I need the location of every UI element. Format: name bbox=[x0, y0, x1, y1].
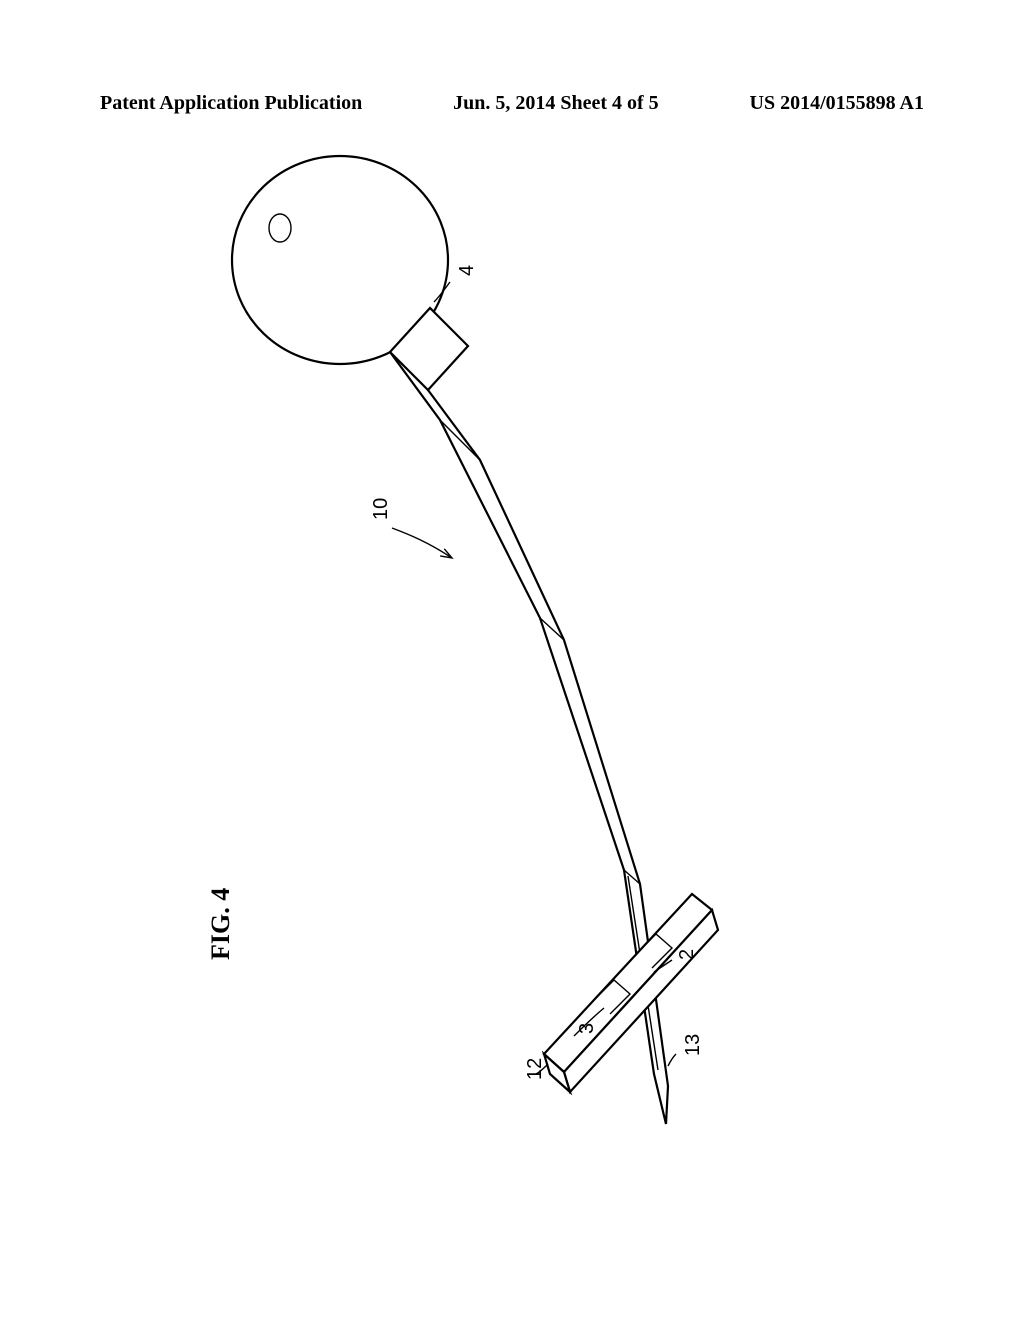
patent-figure bbox=[0, 0, 1024, 1320]
reference-number-3: 3 bbox=[576, 1023, 599, 1034]
figure-label: FIG. 4 bbox=[206, 888, 236, 960]
reference-number-2: 2 bbox=[676, 949, 699, 960]
reference-number-13: 13 bbox=[682, 1034, 705, 1056]
reference-number-10: 10 bbox=[370, 498, 393, 520]
reference-number-12: 12 bbox=[524, 1058, 547, 1080]
reference-number-4: 4 bbox=[456, 265, 479, 276]
